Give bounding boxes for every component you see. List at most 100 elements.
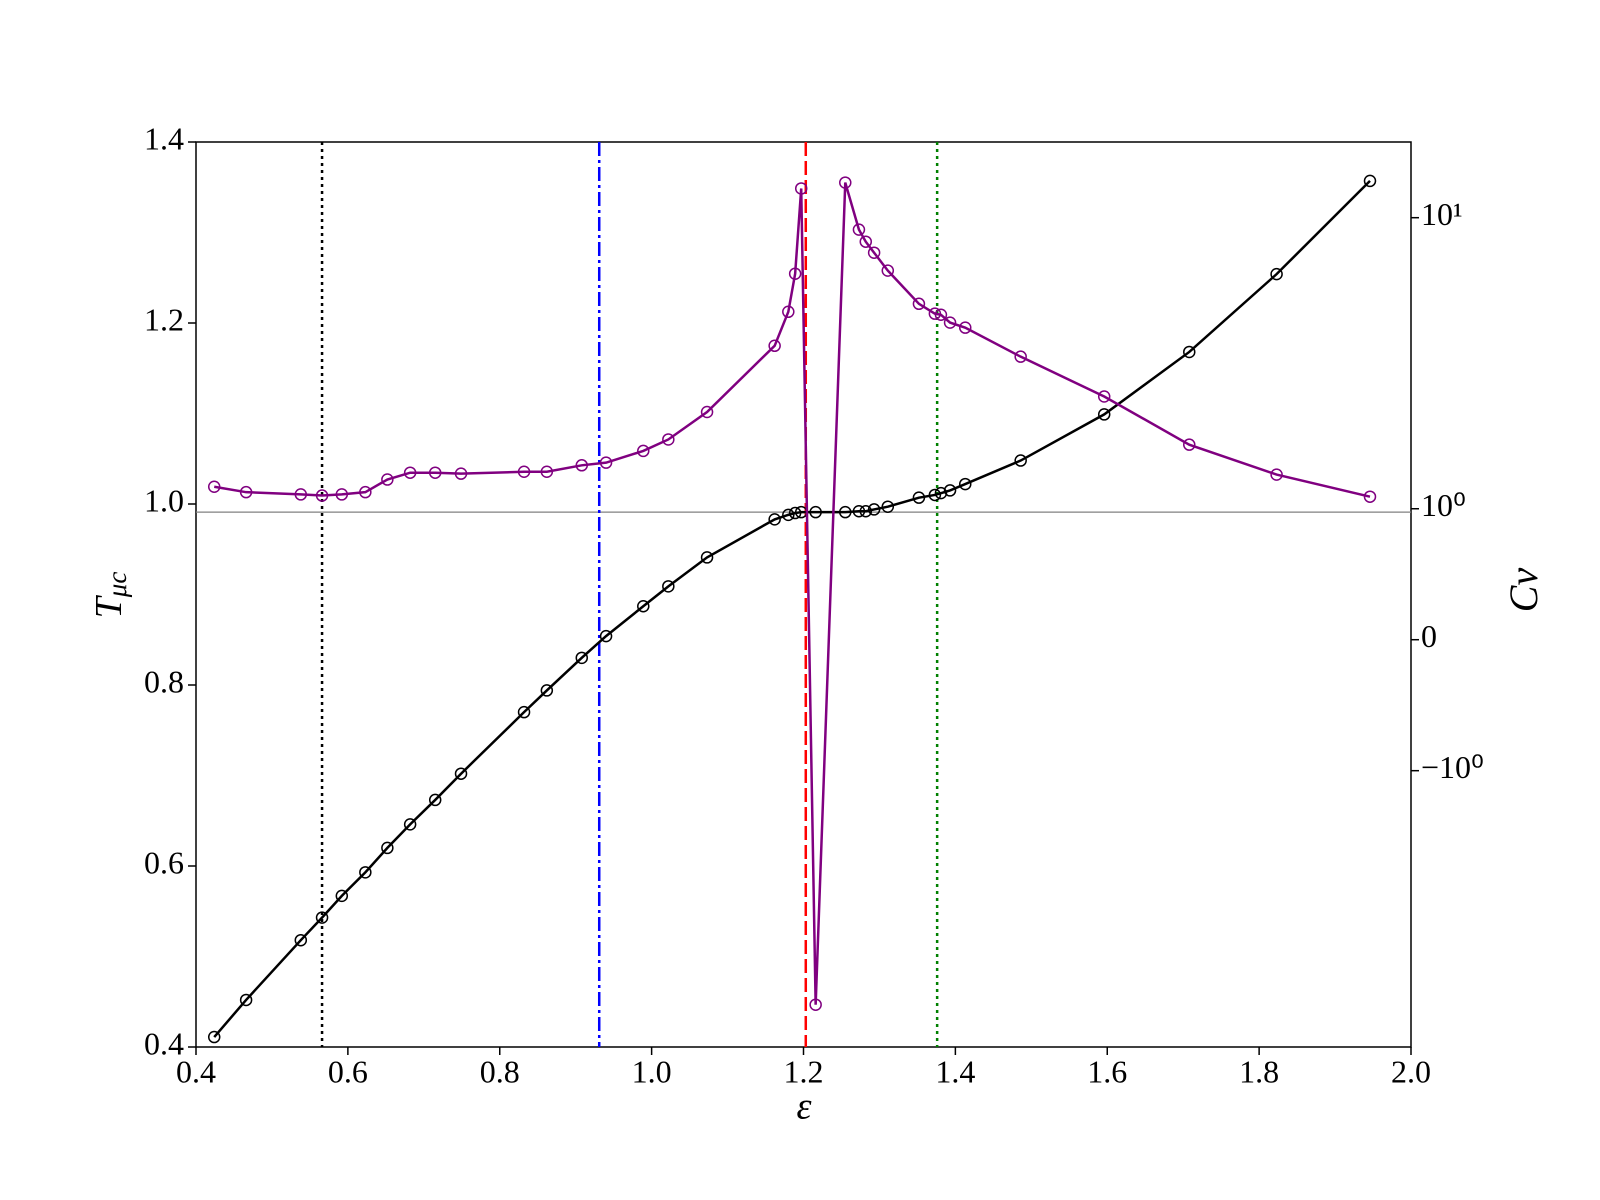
data-point [315, 911, 329, 924]
x-tick-label: 0.6 [328, 1053, 368, 1089]
data-point [788, 506, 802, 520]
data-point [788, 267, 802, 280]
data-point [934, 486, 948, 500]
data-point [662, 433, 675, 446]
data-point [207, 480, 221, 494]
data-point [859, 504, 873, 518]
data-point [359, 485, 372, 499]
data-point [782, 508, 795, 522]
x-tick-label: 1.4 [935, 1053, 975, 1089]
data-point [1014, 350, 1027, 363]
data-point [700, 551, 714, 564]
y-label-sub: μc [102, 572, 132, 599]
data-point [335, 488, 349, 501]
data-point [315, 489, 329, 502]
data-point [782, 305, 795, 319]
data-point [839, 176, 852, 189]
data-point [335, 889, 349, 903]
data-point [637, 444, 650, 458]
plot-area [196, 142, 1411, 1047]
data-point [1363, 174, 1377, 188]
y-axis-label: Tμc [88, 572, 132, 619]
data-point [928, 307, 942, 320]
data-point [1014, 454, 1027, 467]
x-tick-label: 2.0 [1391, 1053, 1431, 1089]
data-point [852, 223, 866, 236]
y-label-main: T [88, 594, 130, 618]
data-point [859, 235, 873, 248]
data-point [294, 933, 308, 947]
y-tick-label: 1.0 [144, 482, 184, 518]
data-point [517, 465, 531, 478]
x-axis-label: ε [797, 1086, 812, 1128]
data-point [1097, 408, 1111, 421]
data-point [1363, 490, 1377, 503]
data-point [943, 484, 957, 497]
y2-axis-label: Cv [1501, 568, 1546, 613]
data-point [294, 488, 308, 501]
data-point [928, 488, 942, 502]
data-point [852, 504, 866, 518]
data-point [381, 473, 394, 486]
x-tick-label: 1.6 [1087, 1053, 1127, 1089]
data-point [403, 818, 417, 831]
data-point [912, 491, 926, 504]
y-tick-label: 1.2 [144, 301, 184, 337]
data-point [881, 500, 895, 513]
data-point [207, 1030, 221, 1044]
data-point [768, 339, 781, 353]
data-point [517, 705, 531, 719]
data-point [934, 308, 948, 322]
x-tick-label: 1.0 [632, 1053, 672, 1089]
data-point [428, 793, 442, 807]
x-tick-label: 1.8 [1239, 1053, 1279, 1089]
data-point [839, 505, 852, 519]
data-point [1270, 468, 1283, 481]
data-point [1097, 390, 1111, 403]
data-point [575, 459, 589, 472]
data-point [700, 405, 714, 419]
y2-tick-label: −10⁰ [1421, 749, 1484, 785]
data-point [867, 503, 881, 516]
y-tick-label: 0.8 [144, 663, 184, 699]
data-point [599, 629, 613, 643]
data-point [1183, 345, 1196, 359]
data-point [1183, 438, 1196, 451]
data-point [881, 264, 895, 277]
y2-tick-label: 10⁰ [1421, 487, 1466, 523]
y-tick-label: 1.4 [144, 120, 184, 156]
y2-tick-label: 0 [1421, 618, 1437, 654]
data-point [912, 297, 926, 311]
data-point [540, 684, 554, 697]
data-point [359, 866, 372, 879]
data-point [768, 513, 781, 526]
data-point [540, 465, 554, 478]
data-point [403, 466, 417, 479]
data-point [809, 505, 822, 519]
x-tick-label: 0.8 [480, 1053, 520, 1089]
series-line [214, 182, 1371, 1005]
data-point [662, 580, 675, 593]
y-tick-label: 0.6 [144, 844, 184, 880]
data-point [943, 316, 957, 329]
data-point [637, 600, 650, 613]
data-point [428, 466, 442, 479]
data-point [599, 456, 613, 469]
data-point [867, 246, 881, 259]
data-point [958, 321, 972, 334]
data-point [239, 485, 253, 499]
x-tick-label: 0.4 [176, 1053, 216, 1089]
data-point [958, 477, 972, 491]
data-point [454, 767, 468, 780]
y2-tick-label: 10¹ [1421, 196, 1463, 232]
data-point [794, 182, 808, 195]
data-point [454, 467, 468, 480]
data-point [1270, 267, 1283, 281]
data-point [239, 993, 253, 1007]
data-point [575, 651, 589, 665]
series-line [213, 180, 1371, 1038]
data-point [809, 998, 822, 1011]
x-tick-label: 1.2 [784, 1053, 824, 1089]
